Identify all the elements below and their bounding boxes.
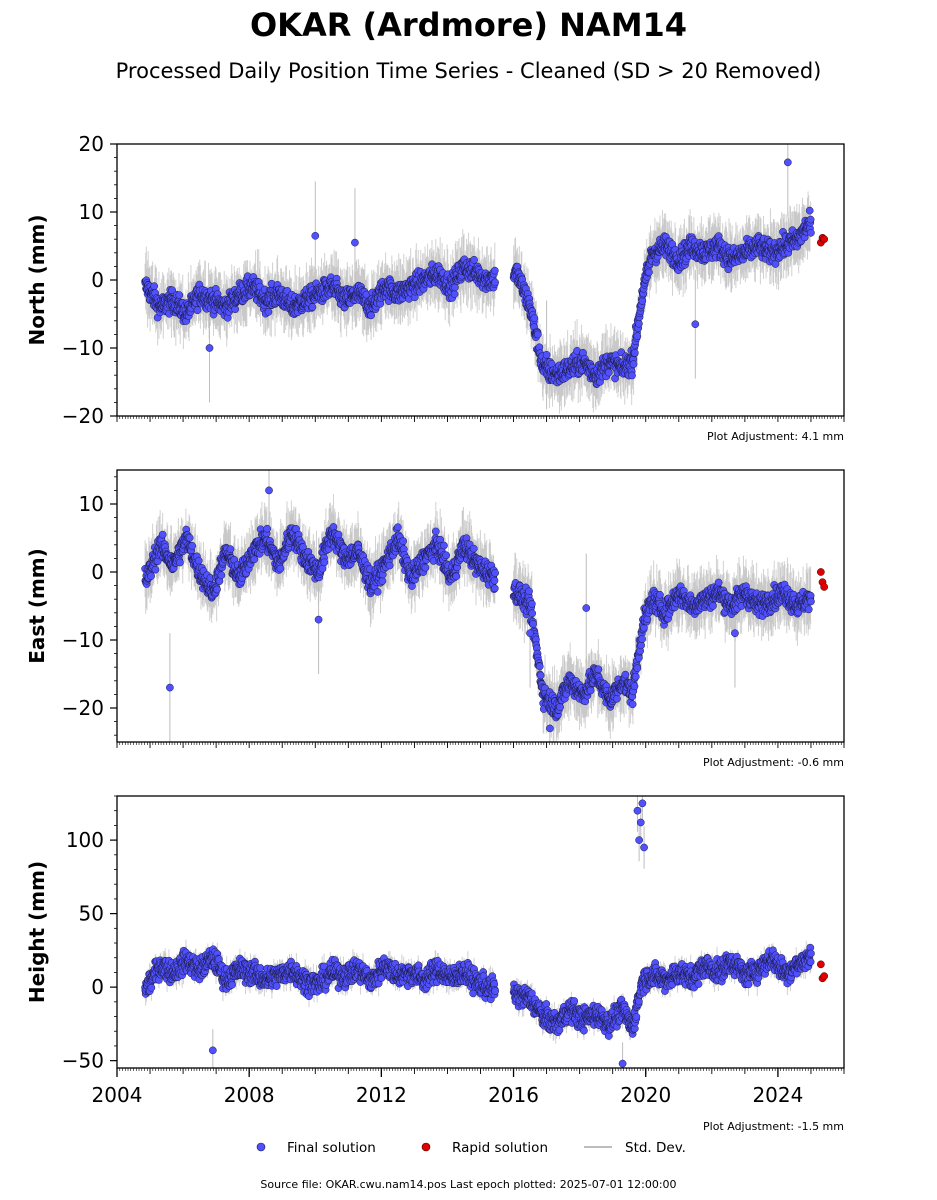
final-point: [311, 231, 320, 240]
y-tick-label: −20: [62, 404, 104, 428]
plot-adjustment-note: Plot Adjustment: 4.1 mm: [707, 430, 844, 443]
final-point: [351, 238, 359, 247]
final-point: [151, 565, 160, 574]
final-point: [783, 158, 792, 167]
final-point: [530, 314, 539, 323]
final-point: [185, 533, 194, 542]
final-point: [158, 530, 167, 539]
final-point: [691, 320, 700, 329]
panels: −20 −10 0 10 20 North (mm) Plot Adjustment: 4.…: [25, 132, 845, 1133]
final-point: [168, 286, 176, 295]
final-point: [542, 350, 551, 359]
rapid-point: [820, 235, 829, 244]
final-point: [263, 524, 272, 533]
final-point: [490, 266, 499, 275]
final-point: [308, 303, 317, 311]
final-point: [450, 290, 459, 298]
final-point: [188, 541, 197, 550]
y-tick-label: −10: [62, 336, 104, 360]
final-point: [217, 571, 226, 580]
final-point: [367, 311, 375, 320]
y-tick-label: 20: [79, 132, 104, 156]
y-tick-label: 10: [79, 200, 104, 224]
final-point: [533, 330, 542, 339]
final-point: [175, 291, 184, 300]
final-point: [491, 278, 499, 287]
final-point: [264, 308, 273, 316]
panel-0: −20 −10 0 10 20 North (mm) Plot Adjustment: 4.…: [25, 132, 845, 443]
final-point: [226, 545, 235, 553]
figure-title: OKAR (Ardmore) NAM14: [250, 6, 687, 44]
final-point: [635, 319, 643, 328]
final-point: [150, 282, 159, 291]
final-point: [604, 368, 613, 377]
final-point: [213, 585, 221, 594]
rapid-points: [817, 233, 829, 247]
plot-area: [141, 470, 829, 742]
final-point: [276, 564, 285, 573]
final-point: [628, 371, 636, 380]
y-axis-label: North (mm): [25, 214, 49, 345]
final-point: [193, 306, 202, 315]
final-point: [194, 556, 203, 565]
final-points: [141, 158, 815, 388]
final-point: [205, 344, 214, 352]
final-point: [807, 228, 815, 237]
final-point: [451, 283, 459, 292]
y-tick-label: 0: [91, 268, 104, 292]
final-point: [147, 572, 155, 581]
final-point: [470, 255, 478, 264]
plot-area: [141, 144, 829, 414]
final-point: [630, 349, 639, 357]
final-point: [805, 206, 814, 215]
final-points: [141, 486, 815, 733]
final-point: [629, 360, 638, 369]
final-point: [633, 332, 642, 340]
final-point: [771, 260, 780, 268]
figure-subtitle: Processed Daily Position Time Series - C…: [116, 59, 822, 83]
final-point: [645, 268, 653, 277]
final-point: [806, 215, 815, 224]
final-point: [176, 558, 184, 567]
